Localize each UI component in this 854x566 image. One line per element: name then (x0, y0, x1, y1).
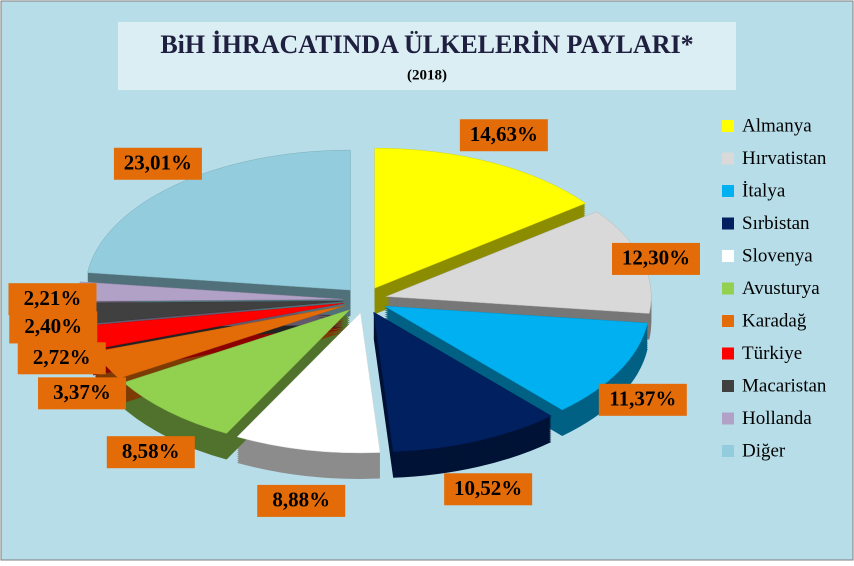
legend-label: Avusturya (742, 278, 820, 299)
legend-swatch (722, 380, 734, 392)
legend-swatch (722, 445, 734, 457)
data-label: 10,52% (454, 476, 522, 500)
slice (236, 312, 381, 454)
legend-swatch (722, 185, 734, 197)
slice (384, 305, 648, 411)
chart-subtitle: (2018) (407, 67, 447, 83)
data-label: 8,58% (122, 439, 180, 463)
data-label-box (38, 377, 127, 410)
data-label: 23,01% (124, 151, 192, 175)
chart-title: BiH İHRACATINDA ÜLKELERİN PAYLARI* (160, 30, 693, 59)
data-label-box (612, 242, 700, 275)
legend: Almanya Hırvatistan İtalya Sırbistan Sloveny… (722, 115, 827, 461)
slice (123, 309, 351, 434)
data-label-box (257, 484, 346, 517)
legend-label: Hırvatistan (742, 148, 827, 169)
legend-label: Diğer (742, 440, 786, 461)
data-label: 12,30% (622, 246, 690, 270)
data-label: 8,88% (272, 488, 330, 512)
data-label-box (9, 311, 98, 344)
title-box (118, 22, 736, 90)
legend-label: Karadağ (742, 310, 807, 331)
legend-swatch (722, 347, 734, 360)
data-label: 2,72% (33, 345, 91, 369)
legend-swatch (722, 217, 734, 230)
data-labels: 14,63% 12,30% 11,37% 10,52% 8,88% 8,58% 3,37% 2… (8, 119, 700, 517)
legend-label: İtalya (742, 180, 786, 201)
legend-swatch (722, 315, 734, 327)
data-label-box (459, 119, 548, 152)
slice-tops (77, 147, 652, 454)
data-label-box (113, 147, 202, 180)
slice (374, 147, 587, 289)
data-label: 14,63% (470, 122, 538, 146)
data-label-box (598, 383, 687, 416)
data-label-box (17, 342, 106, 375)
data-label: 11,37% (609, 387, 676, 411)
data-label-box (106, 436, 195, 469)
legend-label: Slovenya (742, 245, 813, 266)
legend-label: Macaristan (742, 375, 827, 396)
legend-swatch (722, 282, 734, 295)
legend-swatch (722, 120, 734, 132)
data-label-box (444, 473, 533, 506)
slice (87, 149, 351, 291)
legend-label: Hollanda (742, 408, 812, 429)
legend-label: Almanya (742, 115, 812, 136)
data-label: 3,37% (53, 380, 111, 404)
data-label: 2,40% (24, 314, 82, 338)
legend-label: Türkiye (742, 343, 802, 364)
legend-swatch (722, 250, 734, 262)
slice (373, 311, 552, 453)
data-label-box (8, 283, 97, 316)
legend-label: Sırbistan (742, 213, 810, 234)
legend-swatch (722, 152, 734, 165)
data-label: 2,21% (24, 286, 82, 310)
legend-swatch (722, 412, 734, 425)
